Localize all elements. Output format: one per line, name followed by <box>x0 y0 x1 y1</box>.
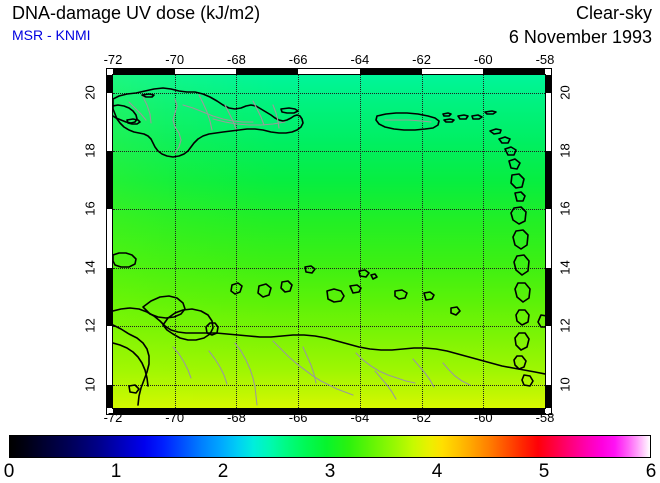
y-axis-tick-right: 20 <box>557 84 573 100</box>
frame-segment-top <box>359 68 422 74</box>
y-axis-tick-left: 10 <box>82 376 98 392</box>
y-axis-tick-right: 10 <box>557 376 573 392</box>
frame-segment-top <box>483 68 545 74</box>
y-axis-tick-right: 14 <box>557 260 573 275</box>
colorbar-gradient <box>9 435 651 458</box>
header: DNA-damage UV dose (kJ/m2) MSR - KNMI Cl… <box>0 0 660 54</box>
frame-segment-right <box>546 267 552 327</box>
frame-segment-top-alt <box>421 68 484 74</box>
x-axis-tick-top: -64 <box>350 52 370 67</box>
date-label: 6 November 1993 <box>508 27 652 47</box>
y-axis-tick-right: 18 <box>557 143 573 158</box>
x-axis-tick-top: -60 <box>473 52 493 67</box>
colorbar-tick-1: 1 <box>110 461 122 482</box>
map-plot <box>106 68 552 415</box>
frame-segment-bottom <box>421 409 484 415</box>
x-axis-tick-top: -58 <box>535 52 555 67</box>
x-axis-tick-top: -62 <box>412 52 431 67</box>
colorbar-tick-4: 4 <box>431 461 443 482</box>
frame-segment-top-alt <box>174 68 237 74</box>
y-axis-tick-left: 20 <box>82 84 98 100</box>
x-axis-tick-top: -66 <box>288 52 308 67</box>
y-axis-tick-left: 18 <box>82 143 98 158</box>
page-title: DNA-damage UV dose (kJ/m2) <box>12 3 261 23</box>
frame-segment-right <box>546 75 552 93</box>
frame-segment-left <box>106 267 112 327</box>
frame-segment-bottom <box>113 409 175 415</box>
frame-segment-top <box>236 68 299 74</box>
condition-label: Clear-sky <box>575 3 652 23</box>
frame-segment-right <box>546 384 552 408</box>
frame-segment-top-alt <box>298 68 360 74</box>
x-axis-tick-top: -70 <box>165 52 185 67</box>
colorbar: 0 1 2 3 4 5 6 <box>4 435 656 482</box>
frame-segment-left <box>106 75 112 93</box>
frame-segment-bottom <box>359 409 422 415</box>
uv-dose-color-field <box>113 75 545 408</box>
colorbar-tick-3: 3 <box>324 461 336 482</box>
y-axis-tick-left: 12 <box>82 318 98 333</box>
y-axis-tick-right: 12 <box>557 318 573 333</box>
frame-segment-left <box>106 150 112 210</box>
x-axis-tick-top: -68 <box>227 52 246 67</box>
colorbar-tick-0: 0 <box>3 461 15 482</box>
x-axis-tick-top: -72 <box>103 52 123 67</box>
frame-segment-left <box>106 384 112 408</box>
y-axis-tick-left: 16 <box>82 201 98 217</box>
frame-segment-bottom <box>298 409 360 415</box>
frame-segment-bottom <box>483 409 545 415</box>
y-axis-tick-left: 14 <box>82 260 98 275</box>
y-axis-tick-right: 16 <box>557 201 573 217</box>
frame-segment-right <box>546 150 552 210</box>
colorbar-tick-6: 6 <box>645 461 657 482</box>
frame-segment-bottom <box>174 409 237 415</box>
colorbar-tick-2: 2 <box>217 461 229 482</box>
coastline-overlay <box>113 87 545 406</box>
colorbar-tick-5: 5 <box>538 461 550 482</box>
frame-segment-bottom <box>236 409 299 415</box>
source-label: MSR - KNMI <box>12 27 91 43</box>
frame-segment-top <box>113 68 175 74</box>
